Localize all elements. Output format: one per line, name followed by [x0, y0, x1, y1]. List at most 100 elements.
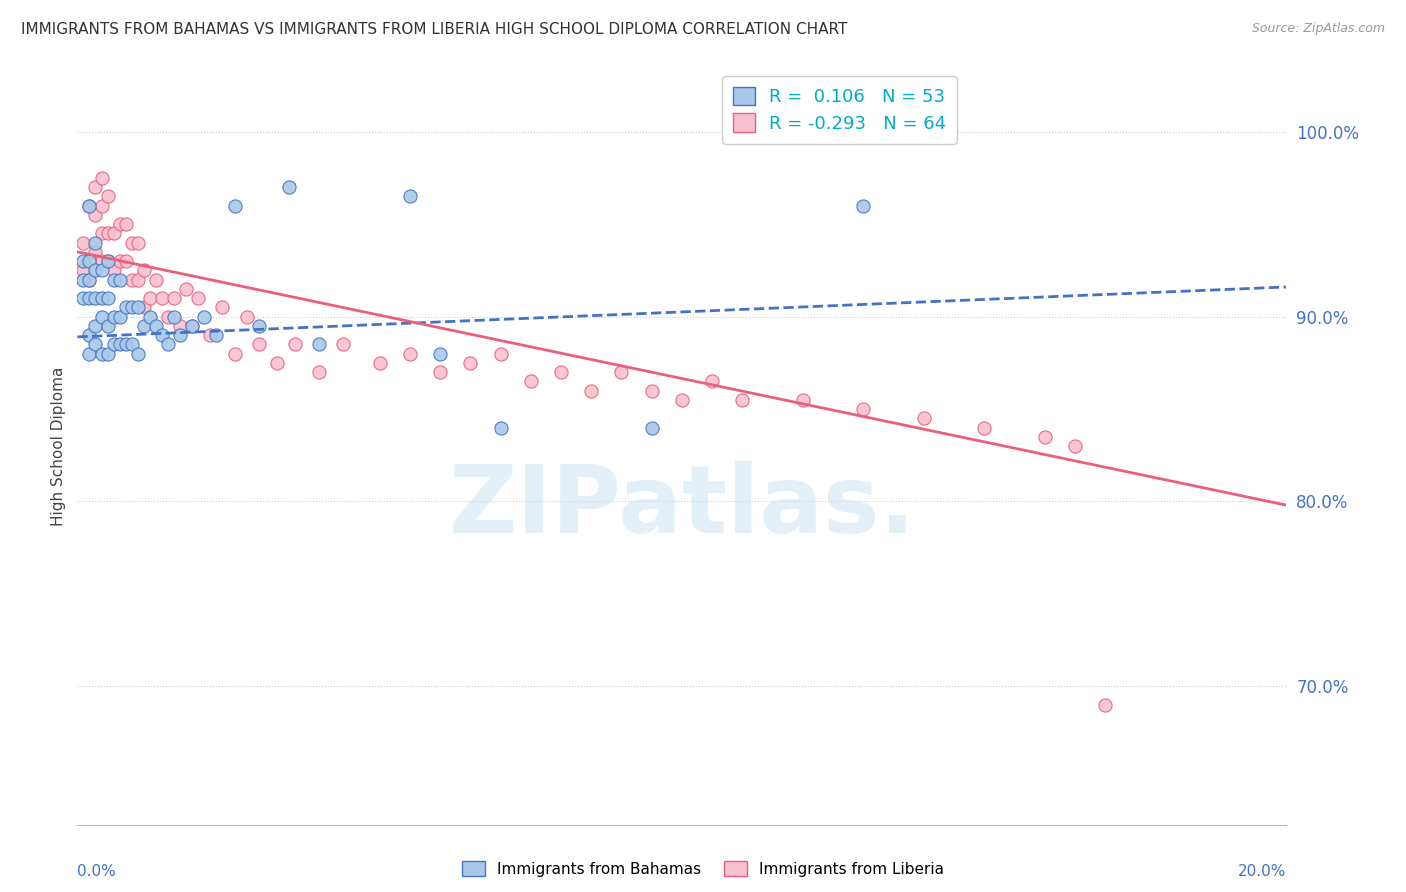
Point [103, 310, 125, 324]
Point [266, 356, 288, 370]
Point [121, 337, 143, 351]
Point [96, 346, 118, 360]
Point [308, 365, 330, 379]
Point [368, 356, 391, 370]
Point [702, 374, 724, 388]
Point [84, 263, 107, 277]
Point [169, 328, 191, 343]
Point [72, 235, 94, 250]
Point [72, 272, 94, 286]
Point [1064, 439, 1087, 453]
Point [96, 291, 118, 305]
Point [96, 254, 118, 268]
Point [1094, 698, 1116, 712]
Point [103, 272, 125, 286]
Point [132, 263, 155, 277]
Y-axis label: High School Diploma: High School Diploma [51, 367, 66, 525]
Point [103, 227, 125, 241]
Point [84, 208, 107, 222]
Point [90, 198, 112, 212]
Point [610, 365, 633, 379]
Point [169, 318, 191, 333]
Point [641, 420, 664, 434]
Point [429, 346, 451, 360]
Point [852, 198, 875, 212]
Point [671, 392, 693, 407]
Point [79, 198, 101, 212]
Point [973, 420, 995, 434]
Point [157, 310, 180, 324]
Point [127, 346, 149, 360]
Point [96, 254, 118, 268]
Point [103, 337, 125, 351]
Point [96, 318, 118, 333]
Point [581, 384, 603, 398]
Point [84, 244, 107, 259]
Point [114, 301, 136, 315]
Point [247, 318, 270, 333]
Point [84, 180, 107, 194]
Point [224, 346, 246, 360]
Point [792, 392, 814, 407]
Point [1033, 430, 1056, 444]
Point [114, 254, 136, 268]
Point [90, 263, 112, 277]
Point [108, 217, 131, 231]
Point [489, 346, 512, 360]
Point [84, 235, 107, 250]
Point [108, 310, 131, 324]
Point [79, 272, 101, 286]
Point [72, 291, 94, 305]
Point [84, 291, 107, 305]
Point [429, 365, 451, 379]
Point [174, 282, 197, 296]
Point [132, 318, 155, 333]
Point [127, 272, 149, 286]
Point [458, 356, 481, 370]
Point [278, 180, 301, 194]
Point [399, 346, 422, 360]
Point [399, 189, 422, 203]
Point [79, 254, 101, 268]
Point [641, 384, 664, 398]
Point [103, 263, 125, 277]
Point [187, 291, 209, 305]
Point [121, 235, 143, 250]
Point [108, 254, 131, 268]
Point [79, 291, 101, 305]
Point [72, 263, 94, 277]
Point [181, 318, 204, 333]
Point [163, 310, 186, 324]
Point [163, 291, 186, 305]
Point [79, 346, 101, 360]
Text: 0.0%: 0.0% [77, 864, 117, 879]
Point [145, 272, 167, 286]
Point [108, 337, 131, 351]
Point [127, 235, 149, 250]
Point [150, 328, 173, 343]
Point [139, 291, 162, 305]
Text: Source: ZipAtlas.com: Source: ZipAtlas.com [1251, 22, 1385, 36]
Point [79, 272, 101, 286]
Point [79, 198, 101, 212]
Point [84, 318, 107, 333]
Point [127, 301, 149, 315]
Legend: Immigrants from Bahamas, Immigrants from Liberia: Immigrants from Bahamas, Immigrants from… [454, 854, 952, 884]
Point [150, 291, 173, 305]
Point [211, 301, 233, 315]
Point [90, 254, 112, 268]
Point [550, 365, 572, 379]
Text: IMMIGRANTS FROM BAHAMAS VS IMMIGRANTS FROM LIBERIA HIGH SCHOOL DIPLOMA CORRELATI: IMMIGRANTS FROM BAHAMAS VS IMMIGRANTS FR… [21, 22, 848, 37]
Point [121, 301, 143, 315]
Point [132, 301, 155, 315]
Point [284, 337, 307, 351]
Point [96, 189, 118, 203]
Point [79, 328, 101, 343]
Point [489, 420, 512, 434]
Point [121, 272, 143, 286]
Point [520, 374, 543, 388]
Legend: R =  0.106   N = 53, R = -0.293   N = 64: R = 0.106 N = 53, R = -0.293 N = 64 [723, 76, 957, 144]
Point [90, 291, 112, 305]
Point [108, 272, 131, 286]
Point [114, 337, 136, 351]
